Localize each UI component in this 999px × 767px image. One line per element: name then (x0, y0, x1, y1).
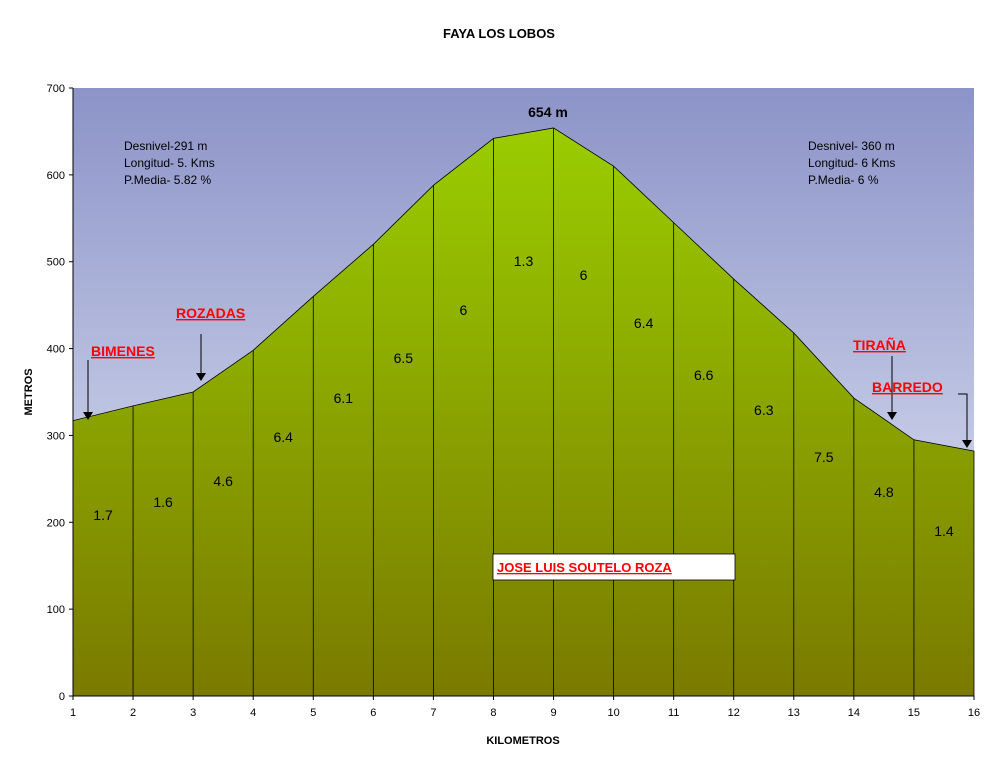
credit-box (492, 553, 736, 581)
y-tick-label: 600 (47, 170, 65, 182)
y-tick-label: 0 (59, 691, 65, 703)
y-tick-label: 300 (47, 430, 65, 442)
segment-grade: 1.6 (153, 494, 173, 510)
y-tick-label: 100 (47, 604, 65, 616)
segment-grade: 4.6 (213, 473, 233, 489)
segment-grade: 4.8 (874, 484, 894, 500)
segment-grade: 6.4 (273, 429, 293, 445)
x-tick-label: 4 (250, 707, 256, 719)
segment-grade: 1.7 (93, 507, 113, 523)
x-ticks: 1 2 3 4 5 6 7 8 9 10 11 12 13 14 15 16 (70, 696, 980, 719)
x-tick-label: 5 (310, 707, 316, 719)
x-tick-label: 3 (190, 707, 196, 719)
x-tick-label: 7 (430, 707, 436, 719)
left-info-desnivel: Desnivel-291 m (124, 139, 207, 153)
x-tick-label: 13 (788, 707, 800, 719)
y-tick-label: 200 (47, 517, 65, 529)
y-tick-label: 400 (47, 344, 65, 356)
segment-grade: 1.3 (514, 253, 534, 269)
segment-grade: 6.3 (754, 402, 774, 418)
x-tick-label: 11 (668, 707, 679, 719)
y-axis-label: METROS (23, 368, 35, 415)
peak-label: 654 m (528, 104, 568, 120)
x-tick-label: 12 (728, 707, 740, 719)
segment-grade: 1.4 (934, 523, 954, 539)
segment-grade: 6.1 (334, 390, 354, 406)
left-info-pmedia: P.Media- 5.82 % (124, 173, 211, 187)
place-bimenes: BIMENES (91, 343, 155, 359)
segment-grade: 7.5 (814, 449, 834, 465)
credit-text: JOSE LUIS SOUTELO ROZA (497, 560, 672, 575)
x-tick-label: 2 (130, 707, 136, 719)
place-barredo: BARREDO (872, 379, 943, 395)
x-tick-label: 10 (607, 707, 619, 719)
right-info-pmedia: P.Media- 6 % (808, 173, 879, 187)
arrow-barredo-line (958, 393, 968, 440)
left-info: Desnivel-291 m Longitud- 5. Kms P.Media-… (124, 139, 215, 187)
place-labels: BIMENES ROZADAS TIRAÑA BARREDO (83, 305, 972, 448)
place-tirana: TIRAÑA (853, 336, 906, 353)
x-tick-label: 8 (490, 707, 496, 719)
x-tick-label: 9 (550, 707, 556, 719)
x-tick-label: 6 (370, 707, 376, 719)
segment-lines (132, 127, 915, 696)
y-tick-label: 500 (47, 257, 65, 269)
segment-grade: 6.5 (394, 350, 414, 366)
arrow-tirana-head (887, 412, 897, 420)
x-tick-label: 1 (70, 707, 76, 719)
x-tick-label: 16 (968, 707, 980, 719)
arrow-bimenes-head (83, 412, 93, 420)
y-tick-label: 700 (47, 83, 65, 95)
segment-grade: 6 (460, 302, 468, 318)
x-axis-label: KILOMETROS (486, 735, 559, 747)
place-rozadas: ROZADAS (176, 305, 245, 321)
x-tick-label: 14 (848, 707, 860, 719)
arrow-rozadas-head (196, 373, 206, 381)
left-info-longitud: Longitud- 5. Kms (124, 156, 215, 170)
chart-title: FAYA LOS LOBOS (443, 26, 555, 41)
right-info: Desnivel- 360 m Longitud- 6 Kms P.Media-… (808, 139, 895, 187)
right-info-longitud: Longitud- 6 Kms (808, 156, 895, 170)
segment-grade: 6.6 (694, 367, 714, 383)
right-info-desnivel: Desnivel- 360 m (808, 139, 895, 153)
segment-grades: 1.7 1.6 4.6 6.4 6.1 6.5 6 1.3 6 6.4 6.6 6.3 7.5 4.8 1.… (93, 253, 954, 539)
x-tick-label: 15 (908, 707, 920, 719)
arrow-barredo-head (962, 440, 972, 448)
segment-grade: 6.4 (634, 315, 654, 331)
segment-grade: 6 (580, 267, 588, 283)
y-ticks: 0 100 200 300 400 500 600 700 (47, 83, 73, 703)
